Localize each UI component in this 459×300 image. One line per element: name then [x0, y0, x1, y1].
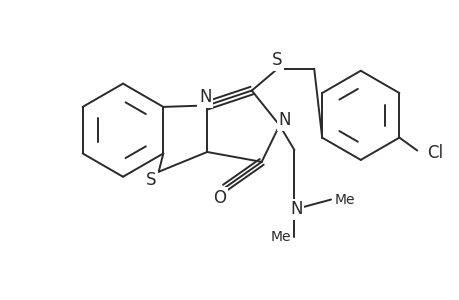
Text: S: S — [272, 51, 282, 69]
Text: O: O — [213, 189, 226, 207]
Text: N: N — [290, 200, 302, 218]
Text: Me: Me — [270, 230, 290, 244]
Text: S: S — [145, 171, 156, 189]
Text: Me: Me — [334, 193, 354, 206]
Text: N: N — [278, 111, 290, 129]
Text: N: N — [199, 88, 211, 106]
Text: Cl: Cl — [426, 145, 442, 163]
